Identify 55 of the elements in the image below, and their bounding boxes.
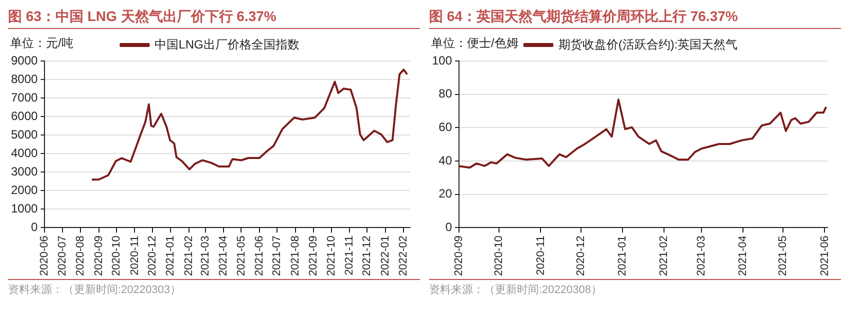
y-tick-label: 100 [432, 53, 452, 68]
x-tick-label: 2021-07 [271, 236, 284, 276]
y-tick-label: 2000 [10, 182, 38, 197]
x-tick-label: 2020-12 [146, 236, 158, 276]
x-tick-label: 2020-06 [38, 236, 51, 276]
x-tick-label: 2020-12 [574, 236, 587, 276]
legend-label: 中国LNG出厂价格全国指数 [154, 37, 300, 52]
x-tick-label: 2021-12 [361, 236, 374, 276]
x-tick-label: 2020-11 [128, 236, 141, 276]
x-tick-label: 2021-03 [199, 236, 212, 276]
text: 资料来源：（更新时间:20220303） [8, 282, 420, 297]
x-tick-label: 2021-10 [325, 236, 338, 276]
x-tick-label: 2021-11 [344, 236, 356, 276]
x-tick-label: 2020-07 [56, 236, 68, 276]
x-tick-label: 2020-09 [453, 236, 466, 276]
y-tick-label: 5000 [10, 127, 38, 142]
y-tick-label: 4000 [10, 146, 38, 160]
x-tick-label: 2021-06 [254, 236, 266, 276]
x-tick-label: 2021-03 [696, 236, 708, 276]
x-tick-label: 2021-04 [737, 236, 750, 276]
x-tick-label: 2022-02 [398, 236, 410, 276]
y-tick-label: 40 [438, 153, 452, 168]
y-tick-label: 0 [31, 220, 38, 234]
x-tick-label: 2021-01 [164, 236, 177, 276]
x-tick-label: 2021-05 [777, 236, 790, 276]
x-tick-label: 2020-08 [74, 236, 87, 276]
legend-label: 期货收盘价(活跃合约):英国天然气 [558, 37, 738, 52]
x-tick-label: 2021-02 [182, 236, 195, 276]
y-tick-label: 20 [438, 186, 452, 201]
y-tick-label: 9000 [10, 53, 38, 68]
x-tick-label: 2021-05 [235, 236, 248, 276]
chart-title: 图 63：中国 LNG 天然气出厂价下行 6.37% [8, 8, 420, 29]
text: 资料来源：（更新时间:20220308） [429, 282, 841, 297]
y-tick-label: 0 [445, 220, 452, 234]
y-tick-label: 6000 [10, 108, 38, 123]
y-tick-label: 1000 [10, 201, 38, 216]
x-tick-label: 2020-10 [493, 236, 506, 276]
x-tick-label: 2021-02 [658, 236, 670, 276]
y-tick-label: 80 [438, 86, 452, 101]
x-tick-label: 2021-04 [218, 236, 230, 276]
y-tick-label: 60 [438, 120, 452, 134]
y-tick-label: 8000 [10, 72, 38, 86]
x-tick-label: 2020-11 [534, 236, 547, 276]
x-tick-label: 2021-09 [308, 236, 320, 276]
x-tick-label: 2021-01 [616, 236, 628, 276]
chart-title: 图 64：英国天然气期货结算价周环比上行 76.37% [429, 8, 841, 29]
x-tick-label: 2022-01 [379, 236, 392, 276]
x-tick-label: 2021-06 [818, 236, 831, 276]
y-tick-label: 7000 [10, 90, 38, 104]
y-axis-title: 单位：便士/色姆 [431, 35, 518, 52]
y-tick-label: 3000 [10, 164, 38, 178]
y-axis-title: 单位：元/吨 [10, 35, 74, 52]
x-tick-label: 2020-09 [92, 236, 105, 276]
x-tick-label: 2021-08 [289, 236, 302, 276]
x-tick-label: 2020-10 [110, 236, 123, 276]
